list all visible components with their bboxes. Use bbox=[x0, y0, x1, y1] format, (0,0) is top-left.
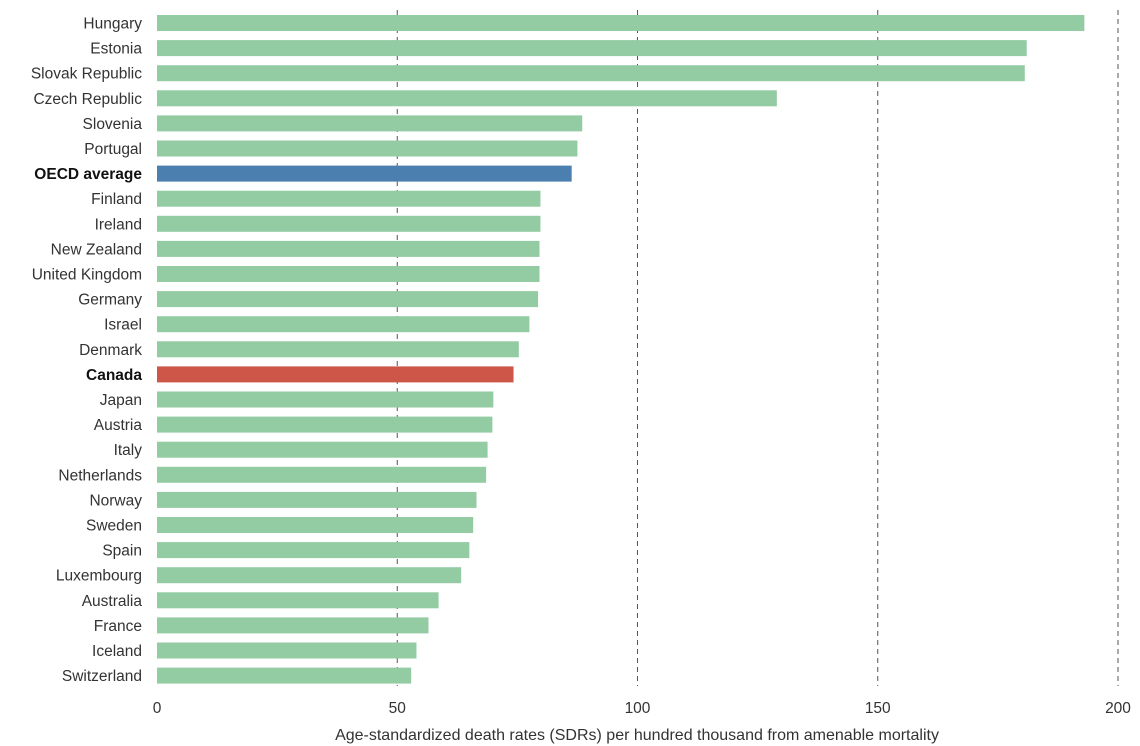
category-label-slovak-republic: Slovak Republic bbox=[31, 66, 142, 83]
bar-luxembourg bbox=[157, 567, 462, 584]
bar-spain bbox=[157, 542, 470, 559]
category-label-luxembourg: Luxembourg bbox=[56, 568, 142, 585]
category-label-oecd-average: OECD average bbox=[34, 166, 142, 183]
bar-portugal bbox=[157, 140, 578, 157]
bar-switzerland bbox=[157, 667, 412, 684]
x-tick-label-150: 150 bbox=[865, 700, 891, 717]
category-label-spain: Spain bbox=[102, 543, 142, 560]
bar-australia bbox=[157, 592, 439, 609]
category-label-sweden: Sweden bbox=[86, 518, 142, 535]
bar-italy bbox=[157, 441, 488, 458]
bar-czech-republic bbox=[157, 90, 777, 107]
category-label-new-zealand: New Zealand bbox=[51, 241, 142, 258]
bar-united-kingdom bbox=[157, 266, 540, 282]
x-tick-label-0: 0 bbox=[153, 700, 162, 717]
bar-hungary bbox=[157, 15, 1085, 31]
bar-estonia bbox=[157, 40, 1027, 57]
x-tick-label-50: 50 bbox=[389, 700, 407, 717]
category-label-japan: Japan bbox=[100, 392, 142, 409]
category-label-switzerland: Switzerland bbox=[62, 668, 142, 685]
bar-israel bbox=[157, 316, 530, 333]
bar-slovak-republic bbox=[157, 65, 1025, 82]
category-label-denmark: Denmark bbox=[79, 342, 142, 359]
bar-oecd-average bbox=[157, 165, 572, 182]
x-tick-label-200: 200 bbox=[1105, 700, 1131, 717]
category-label-norway: Norway bbox=[89, 492, 142, 509]
category-label-iceland: Iceland bbox=[92, 643, 142, 660]
category-label-czech-republic: Czech Republic bbox=[33, 91, 142, 108]
bar-canada bbox=[157, 366, 514, 383]
category-label-united-kingdom: United Kingdom bbox=[32, 267, 142, 284]
x-axis-title: Age-standardized death rates (SDRs) per … bbox=[335, 727, 939, 744]
category-label-germany: Germany bbox=[78, 292, 142, 309]
bar-netherlands bbox=[157, 466, 487, 483]
bar-france bbox=[157, 617, 429, 634]
bar-finland bbox=[157, 190, 541, 207]
bar-slovenia bbox=[157, 115, 583, 132]
category-label-slovenia: Slovenia bbox=[83, 116, 143, 133]
category-label-hungary: Hungary bbox=[83, 16, 142, 33]
bar-germany bbox=[157, 291, 539, 308]
category-label-estonia: Estonia bbox=[90, 41, 142, 58]
category-label-italy: Italy bbox=[114, 442, 143, 459]
bar-austria bbox=[157, 416, 493, 433]
x-tick-label-100: 100 bbox=[625, 700, 651, 717]
category-label-israel: Israel bbox=[104, 317, 142, 334]
bar-iceland bbox=[157, 642, 417, 659]
category-labels: Hungary Estonia Slovak Republic Czech Repub… bbox=[31, 16, 143, 686]
bars bbox=[157, 15, 1085, 684]
category-label-canada: Canada bbox=[86, 367, 142, 384]
category-label-france: France bbox=[94, 618, 142, 635]
bar-sweden bbox=[157, 517, 474, 533]
bar-new-zealand bbox=[157, 240, 540, 257]
category-label-austria: Austria bbox=[94, 417, 143, 434]
category-label-ireland: Ireland bbox=[95, 216, 142, 233]
category-label-finland: Finland bbox=[91, 191, 142, 208]
bar-norway bbox=[157, 491, 477, 508]
bar-ireland bbox=[157, 215, 541, 232]
category-label-australia: Australia bbox=[82, 593, 143, 610]
bar-japan bbox=[157, 391, 494, 408]
bar-denmark bbox=[157, 341, 519, 358]
x-tick-labels: 0 50 100 150 200 bbox=[153, 700, 1132, 717]
category-label-netherlands: Netherlands bbox=[58, 467, 142, 484]
category-label-portugal: Portugal bbox=[84, 141, 142, 158]
